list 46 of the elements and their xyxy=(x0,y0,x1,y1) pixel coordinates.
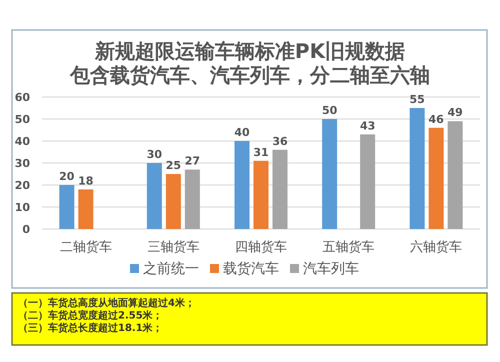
bar xyxy=(360,134,376,229)
data-label: 50 xyxy=(322,104,338,117)
y-tick-label: 10 xyxy=(14,201,30,214)
bar xyxy=(428,128,444,229)
y-tick-label: 40 xyxy=(14,135,30,148)
y-tick-label: 30 xyxy=(14,157,30,170)
legend-label: 之前统一 xyxy=(143,261,199,277)
bar xyxy=(410,108,425,229)
legend-label: 载货汽车 xyxy=(223,261,279,277)
bar xyxy=(78,189,94,229)
x-tick-label: 二轴货车 xyxy=(60,240,112,255)
data-label: 43 xyxy=(360,119,376,132)
y-tick-label: 50 xyxy=(14,113,30,126)
data-label: 31 xyxy=(253,146,269,159)
y-tick-label: 60 xyxy=(14,91,30,104)
text: （一）车货总高度从地面算起超过4米； xyxy=(18,297,195,309)
data-label: 30 xyxy=(146,148,162,161)
y-tick-label: 0 xyxy=(22,223,30,236)
text: （三）车货总长度超过18.1米； xyxy=(18,322,163,334)
x-tick-label: 五轴货车 xyxy=(322,240,375,255)
bar xyxy=(272,150,288,229)
text: （二）车货总宽度超过2.55米； xyxy=(18,310,163,322)
data-label: 20 xyxy=(59,170,75,183)
bar xyxy=(59,185,74,229)
data-label: 40 xyxy=(234,126,250,139)
y-tick-label: 20 xyxy=(14,179,30,192)
bar xyxy=(448,121,463,229)
bar xyxy=(234,141,250,229)
data-label: 25 xyxy=(166,159,182,172)
data-label: 46 xyxy=(428,112,444,126)
x-tick-label: 四轴货车 xyxy=(235,240,287,255)
bar xyxy=(322,119,338,229)
legend-label: 汽车列车 xyxy=(303,261,359,277)
data-label: 55 xyxy=(410,93,425,106)
bar xyxy=(166,174,181,229)
data-label: 36 xyxy=(272,134,288,148)
chart-title: 新规超限运输车辆标准PK旧规数据 xyxy=(94,39,406,63)
x-tick-label: 三轴货车 xyxy=(147,240,200,255)
data-label: 49 xyxy=(448,106,463,120)
bar xyxy=(146,163,162,229)
bar xyxy=(184,170,200,229)
x-tick-label: 六轴货车 xyxy=(410,240,462,255)
data-label: 27 xyxy=(184,154,200,168)
data-label: 18 xyxy=(78,174,94,188)
chart-subtitle: 包含载货汽车、汽车列车，分二轴至六轴 xyxy=(69,63,430,87)
bar xyxy=(254,160,268,229)
